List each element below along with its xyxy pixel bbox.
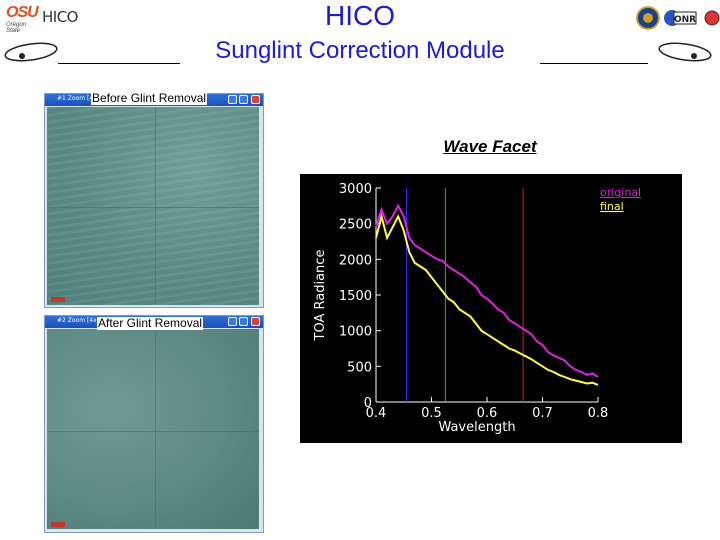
osu-logo: OSU Oregon State	[6, 4, 39, 34]
before-glint-image	[47, 107, 259, 305]
onr-logo-icon: ONR	[664, 10, 697, 26]
y-tick-label: 1500	[339, 289, 372, 304]
chart-heading: Wave Facet	[443, 137, 537, 156]
scale-mark	[51, 522, 65, 527]
after-image-window[interactable]: #2 Zoom [4x] After Glint Removal	[44, 315, 264, 533]
chart-panel: 0 500 1000 1500 2000 2500 3000 0.4 0.5 0.6 0.7 0.8 W…	[300, 174, 682, 443]
osu-logo-text: OSU	[6, 4, 39, 21]
y-tick-label: 2000	[339, 253, 372, 268]
minimize-icon[interactable]	[228, 95, 237, 104]
legend-entry-original: original	[600, 186, 641, 199]
crosshair-horizontal	[47, 207, 259, 208]
radiance-chart: 0 500 1000 1500 2000 2500 3000 0.4 0.5 0.6 0.7 0.8 W…	[313, 182, 641, 435]
x-tick-label: 0.4	[366, 406, 387, 421]
crosshair-vertical	[155, 107, 156, 305]
y-tick-label: 500	[347, 360, 372, 375]
minimize-icon[interactable]	[228, 317, 237, 326]
maximize-icon[interactable]	[239, 317, 248, 326]
window-title: #2 Zoom [4x]	[57, 317, 100, 324]
header-rule-left	[58, 63, 180, 64]
before-image-window[interactable]: #1 Zoom [4x] Before Glint Removal	[44, 91, 264, 308]
y-tick-label: 1000	[339, 325, 372, 340]
x-tick-label: 0.8	[588, 406, 609, 421]
scale-mark	[51, 297, 65, 302]
x-axis-label: Wavelength	[438, 420, 515, 435]
header-rule-right	[540, 63, 648, 64]
y-tick-label: 2500	[339, 218, 372, 233]
y-axis-label: TOA Radiance	[313, 250, 328, 342]
crosshair-horizontal	[47, 431, 259, 432]
before-window-label: Before Glint Removal	[91, 91, 208, 105]
x-tick-label: 0.5	[421, 406, 442, 421]
close-icon[interactable]	[251, 95, 260, 104]
window-title: #1 Zoom [4x]	[57, 95, 100, 102]
after-glint-image	[47, 329, 259, 529]
crosshair-vertical	[155, 329, 156, 529]
y-tick-label: 0	[364, 396, 372, 411]
page-subtitle: Sunglint Correction Module	[215, 37, 505, 64]
orbit-left-icon	[4, 42, 58, 62]
close-icon[interactable]	[251, 317, 260, 326]
legend-entry-final: final	[600, 200, 624, 213]
orbit-right-icon	[658, 42, 712, 62]
hico-logo-text: HICO	[42, 8, 78, 26]
emblem-icon	[704, 10, 720, 26]
after-window-label: After Glint Removal	[97, 316, 204, 330]
y-tick-label: 3000	[339, 182, 372, 197]
page-title: HICO	[325, 0, 395, 31]
osu-logo-subtext: Oregon State	[6, 22, 27, 34]
series-line-final	[375, 212, 599, 386]
maximize-icon[interactable]	[239, 95, 248, 104]
x-tick-label: 0.7	[532, 406, 553, 421]
navy-seal-icon	[636, 6, 660, 30]
x-tick-label: 0.6	[477, 406, 498, 421]
onr-logo-text: ONR	[674, 15, 696, 25]
series-line-original	[375, 203, 599, 378]
